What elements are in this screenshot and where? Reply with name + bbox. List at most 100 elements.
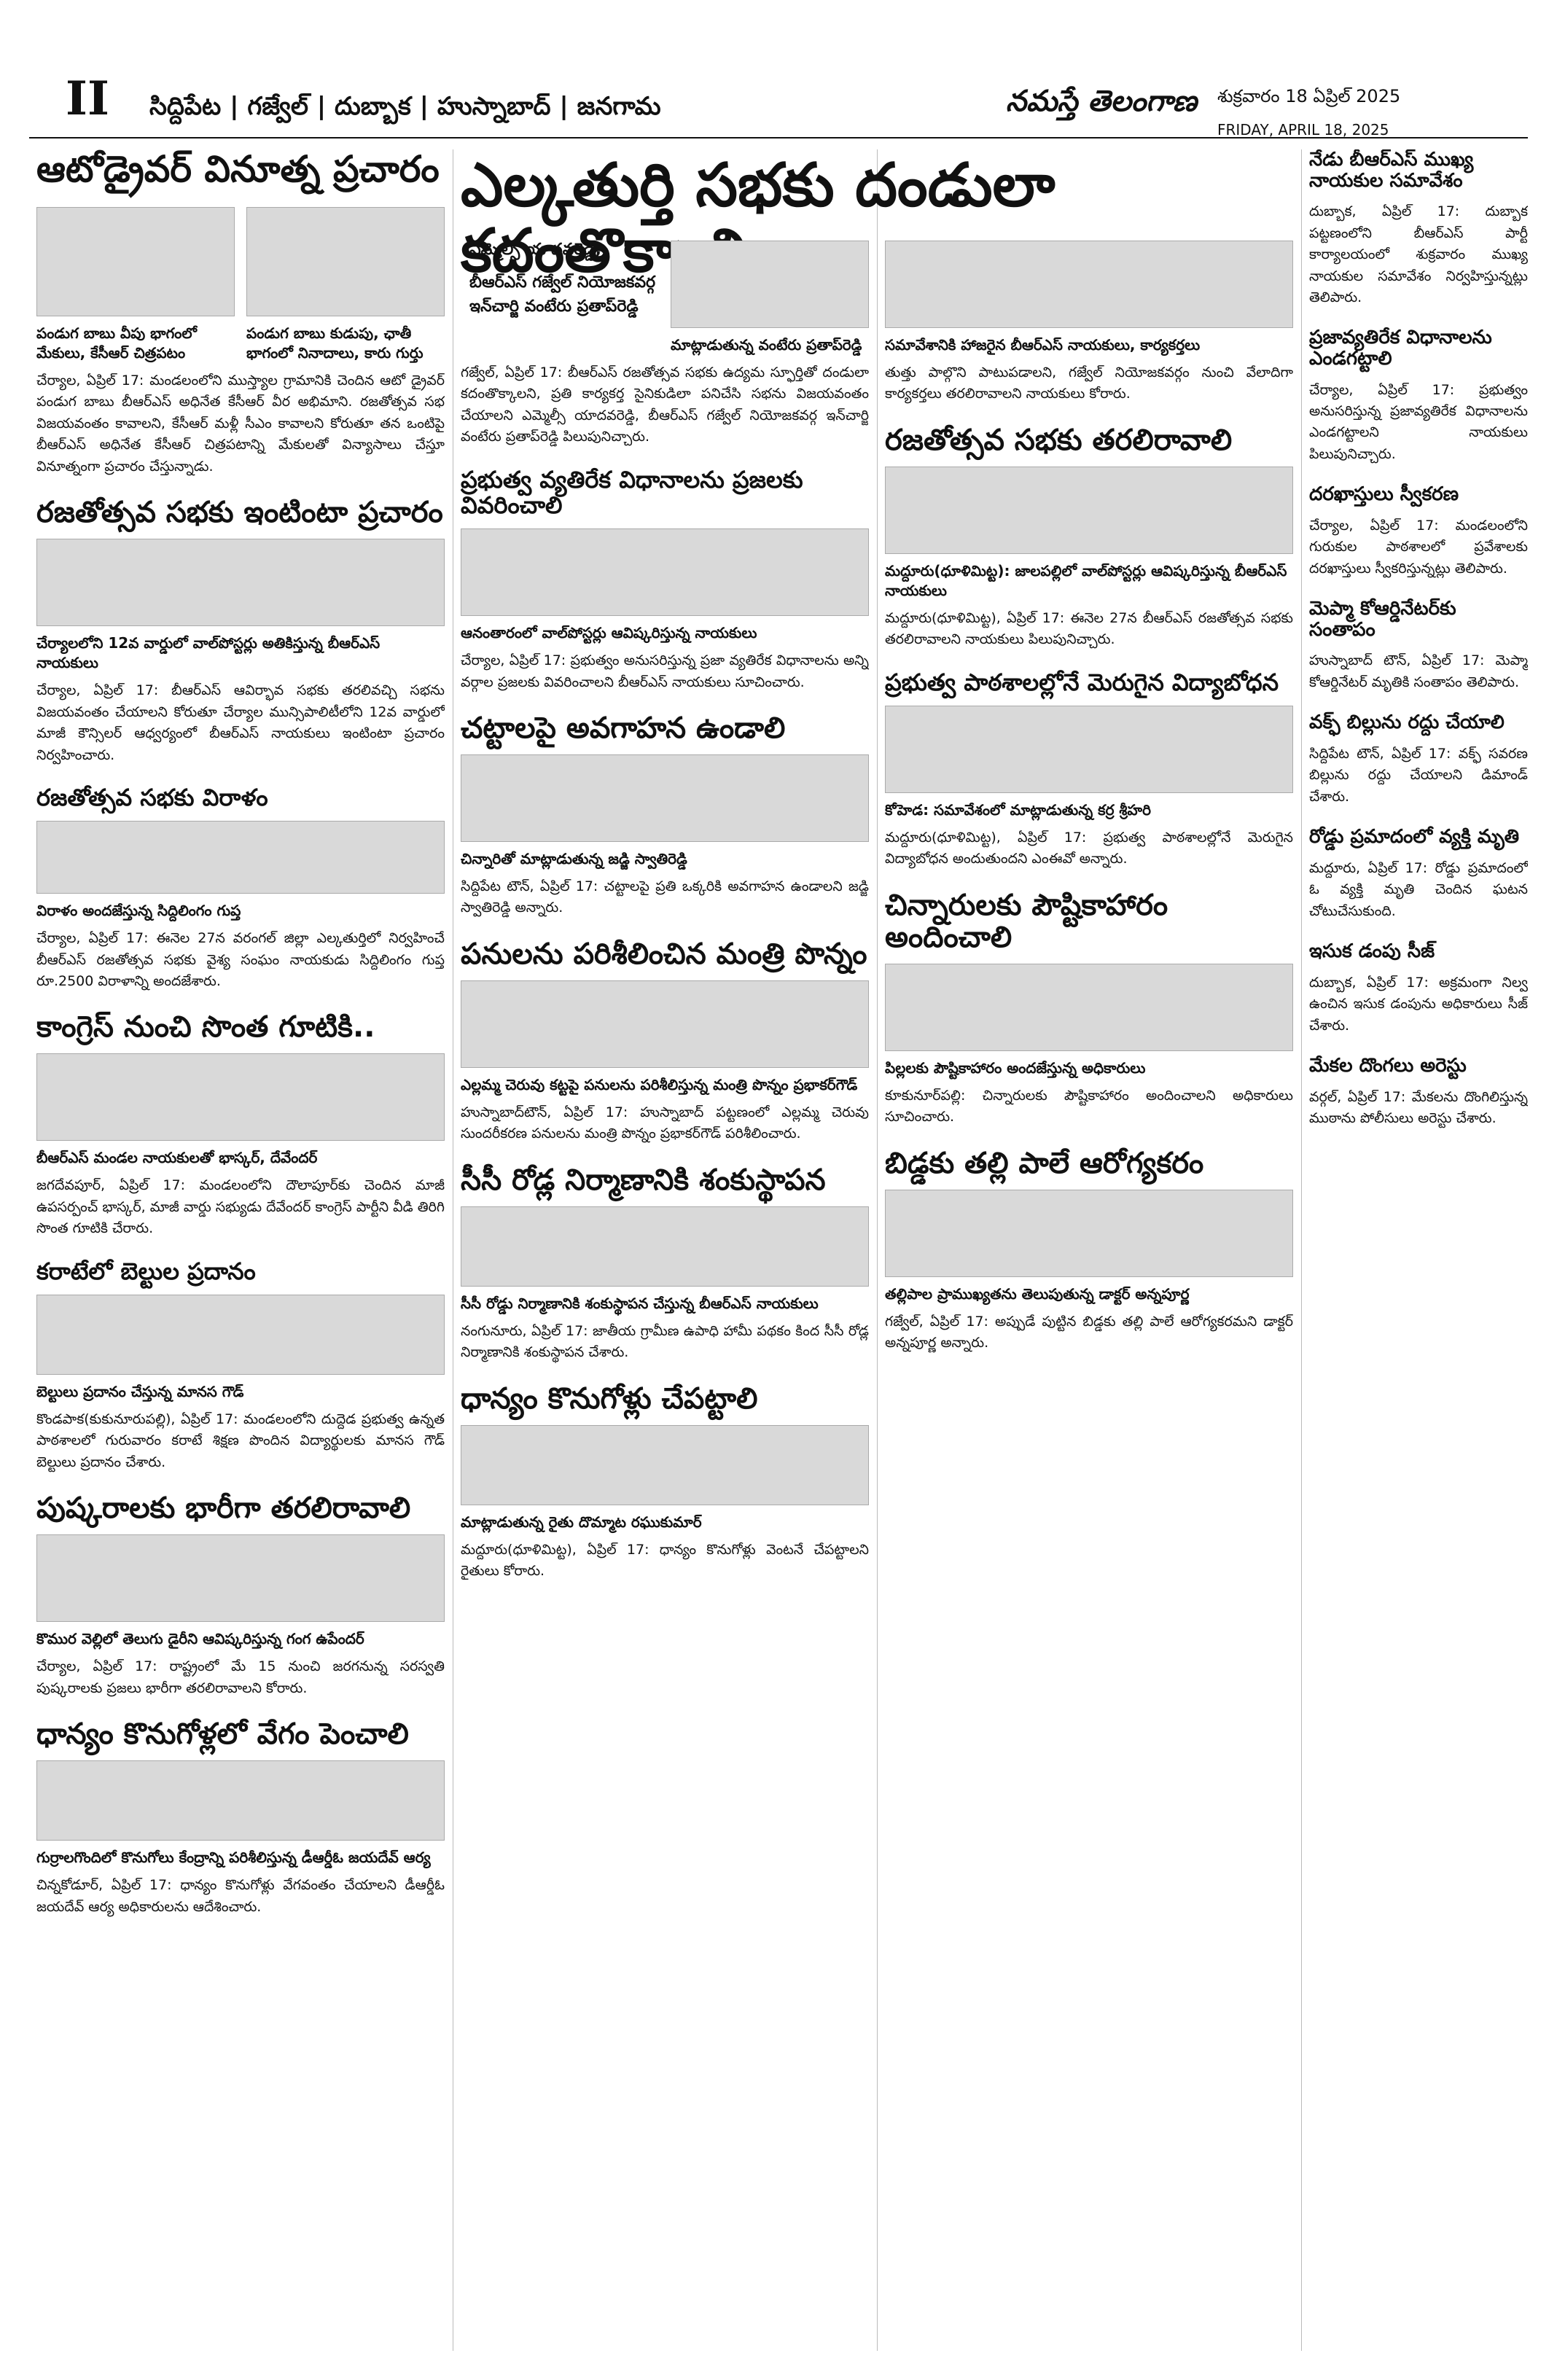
story-congress-return: కాంగ్రెస్ నుంచి సొంత గూటికి.. బీఆర్ఎస్ మ… bbox=[36, 1011, 445, 1239]
brief-body: దుబ్బాక, ఏప్రిల్ 17: అక్రమంగా నిల్వ ఉంచి… bbox=[1309, 974, 1528, 1034]
brief-applications: దరఖాస్తులు స్వీకరణ చేర్యాల, ఏప్రిల్ 17: … bbox=[1309, 484, 1528, 580]
story-body: తుత్తు పాల్గొని పాటుపడాలని, గజ్వేల్ నియో… bbox=[885, 364, 1293, 402]
brief-headline: దరఖాస్తులు స్వీకరణ bbox=[1309, 483, 1459, 506]
photo-caption: మాట్లాడుతున్న వంటేరు ప్రతాప్‌రెడ్డి bbox=[671, 336, 862, 354]
story-headline: రజతోత్సవ సభకు విరాళం bbox=[36, 783, 268, 811]
brief-headline: రోడ్డు ప్రమాదంలో వ్యక్తి మృతి bbox=[1309, 826, 1520, 848]
date-english: FRIDAY, APRIL 18, 2025 bbox=[1217, 121, 1389, 138]
brief-headline: మెప్మా కోఆర్డినేటర్‌కు సంతాపం bbox=[1309, 598, 1456, 641]
story-headline: రజతోత్సవ సభకు తరలిరావాలి bbox=[885, 423, 1233, 457]
brief-body: వర్గల్, ఏప్రిల్ 17: మేకలను దొంగిలిస్తున్… bbox=[1309, 1088, 1528, 1127]
photo-caption: పిల్లలకు పౌష్టికాహారం అందజేస్తున్న అధికా… bbox=[885, 1058, 1146, 1077]
story-headline: సీసీ రోడ్ల నిర్మాణానికి శంకుస్థాపన bbox=[461, 1163, 826, 1197]
story-body: మద్దూరు(ధూళిమిట్ట), ఏప్రిల్ 17: ప్రభుత్వ… bbox=[885, 829, 1293, 867]
news-photo bbox=[36, 1053, 445, 1142]
newspaper-brand: నమస్తే తెలంగాణ bbox=[1006, 85, 1198, 118]
photo-caption: గుర్రాలగొందిలో కొనుగోలు కేంద్రాన్ని పరిశ… bbox=[36, 1849, 431, 1867]
brief-body: చేర్యాల, ఏప్రిల్ 17: ప్రభుత్వం అనుసరిస్త… bbox=[1309, 381, 1528, 462]
story-nutrition: చిన్నారులకు పౌష్టికాహారం అందించాలి పిల్ల… bbox=[885, 889, 1293, 1128]
photo-caption: బెల్టులు ప్రదానం చేస్తున్న మానస గౌడ్ bbox=[36, 1382, 244, 1400]
brief-condolence: మెప్మా కోఆర్డినేటర్‌కు సంతాపం హుస్నాబాద్… bbox=[1309, 598, 1528, 693]
story-headline: పనులను పరిశీలించిన మంత్రి పొన్నం bbox=[461, 937, 867, 971]
story-door-to-door: రజతోత్సవ సభకు ఇంటింటా ప్రచారం చేర్యాలలోన… bbox=[36, 496, 445, 766]
story-headline: చట్టాలపై అవగాహన ఉండాలి bbox=[461, 711, 786, 745]
district-list: సిద్దిపేట | గజ్వేల్ | దుబ్బాక | హుస్నాబా… bbox=[149, 92, 661, 121]
masthead-rule bbox=[29, 137, 1528, 138]
story-headline: చిన్నారులకు పౌష్టికాహారం అందించాలి bbox=[885, 888, 1168, 954]
brief-headline: వక్ఫ్ బిల్లును రద్దు చేయాలి bbox=[1309, 711, 1505, 734]
photo-caption: ఆనంతారంలో వాల్‌పోస్టర్లు ఆవిష్కరిస్తున్న… bbox=[461, 624, 757, 642]
story-headline: కరాటేలో బెల్టుల ప్రదానం bbox=[36, 1257, 256, 1285]
story-headline: కాంగ్రెస్ నుంచి సొంత గూటికి.. bbox=[36, 1010, 375, 1045]
news-photo bbox=[36, 1760, 445, 1841]
photo-caption: చిన్నారితో మాట్లాడుతున్న జడ్జి స్వాతిరెడ… bbox=[461, 850, 687, 867]
story-body: కొండపాక(కుకునూరుపల్లి), ఏప్రిల్ 17: మండల… bbox=[36, 1411, 445, 1470]
column-2: ఎమ్మెల్సీ యాదవరెడ్డి, బీఆర్ఎస్ గజ్వేల్ న… bbox=[461, 233, 869, 2351]
photo-caption: కోహెడ: సమావేశంలో మాట్లాడుతున్న కర్ర శ్రీ… bbox=[885, 800, 1151, 819]
news-photo bbox=[671, 241, 869, 328]
story-body: చేర్యాల, ఏప్రిల్ 17: ఈనెల 27న వరంగల్ జిల… bbox=[36, 930, 445, 989]
story-body: గజ్వేల్, ఏప్రిల్ 17: బీఆర్ఎస్ రజతోత్సవ స… bbox=[461, 364, 869, 445]
story-body: చేర్యాల, ఏప్రిల్ 17: రాష్ట్రంలో మే 15 ను… bbox=[36, 1658, 445, 1696]
news-photo bbox=[461, 980, 869, 1068]
news-photo bbox=[885, 466, 1293, 554]
news-photo bbox=[885, 241, 1293, 328]
story-headline: పుష్కరాలకు భారీగా తరలిరావాలి bbox=[36, 1491, 411, 1526]
speaker-bullet: ఎమ్మెల్సీ యాదవరెడ్డి, bbox=[469, 241, 602, 259]
brief-sand-seizure: ఇసుక డంపు సీజ్ దుబ్బాక, ఏప్రిల్ 17: అక్ర… bbox=[1309, 941, 1528, 1037]
column-divider bbox=[877, 149, 878, 2351]
story-body: చిన్నకోడూర్, ఏప్రిల్ 17: ధాన్యం కొనుగోళ్… bbox=[36, 1877, 445, 1915]
brief-meeting: నేడు బీఆర్ఎస్ ముఖ్య నాయకుల సమావేశం దుబ్బ… bbox=[1309, 149, 1528, 308]
photo-caption: కొముర వెల్లిలో తెలుగు డైరీని ఆవిష్కరిస్త… bbox=[36, 1630, 364, 1648]
story-headline: ధాన్యం కొనుగోళ్లు చేపట్టాలి bbox=[461, 1381, 758, 1416]
story-anti-people-policies: ప్రభుత్వ వ్యతిరేక విధానాలను ప్రజలకు వివర… bbox=[461, 467, 869, 693]
brief-body: చేర్యాల, ఏప్రిల్ 17: మండలంలోని గురుకుల ప… bbox=[1309, 517, 1528, 577]
photo-caption: చేర్యాలలోని 12వ వార్డులో వాల్‌పోస్టర్లు … bbox=[36, 634, 381, 672]
story-body: మద్దూరు(ధూళిమిట్ట), ఏప్రిల్ 17: ఈనెల 27న… bbox=[885, 609, 1293, 648]
news-photo bbox=[36, 1534, 445, 1623]
story-body: హుస్నాబాద్‌టౌన్, ఏప్రిల్ 17: హుస్నాబాద్ … bbox=[461, 1104, 869, 1142]
speaker-bullet: బీఆర్ఎస్ గజ్వేల్ నియోజకవర్గ ఇన్‌చార్జి వ… bbox=[469, 273, 656, 316]
brief-body: దుబ్బాక, ఏప్రిల్ 17: దుబ్బాక పట్టణంలోని … bbox=[1309, 203, 1528, 305]
news-photo bbox=[461, 754, 869, 842]
story-auto-driver: ఆటోడ్రైవర్ వినూత్న ప్రచారం పండుగ బాబు వీ… bbox=[36, 149, 445, 477]
story-headline: ఆటోడ్రైవర్ వినూత్న ప్రచారం bbox=[36, 149, 440, 190]
story-cc-roads: సీసీ రోడ్ల నిర్మాణానికి శంకుస్థాపన సీసీ … bbox=[461, 1164, 869, 1364]
photo-caption: విరాళం అందజేస్తున్న సిద్దిలింగం గుప్త bbox=[36, 902, 241, 920]
photo-caption: తల్లిపాల ప్రాముఖ్యతను తెలుపుతున్న డాక్టర… bbox=[885, 1284, 1190, 1303]
brief-headline: మేకల దొంగలు అరెస్టు bbox=[1309, 1055, 1467, 1077]
column-4: నేడు బీఆర్ఎస్ ముఖ్య నాయకుల సమావేశం దుబ్బ… bbox=[1309, 149, 1528, 2351]
story-body: మద్దూరు(ధూళిమిట్ట), ఏప్రిల్ 17: ధాన్యం క… bbox=[461, 1541, 869, 1580]
story-body: చేర్యాల, ఏప్రిల్ 17: బీఆర్ఎస్ ఆవిర్భావ స… bbox=[36, 682, 445, 763]
brief-body: సిద్దిపేట టౌన్, ఏప్రిల్ 17: వక్ఫ్ సవరణ బ… bbox=[1309, 745, 1528, 805]
story-lead-meeting: సమావేశానికి హాజరైన బీఆర్ఎస్ నాయకులు, కార… bbox=[885, 241, 1293, 405]
brief-body: మద్దూరు, ఏప్రిల్ 17: రోడ్డు ప్రమాదంలో ఓ … bbox=[1309, 859, 1528, 919]
photo-caption: సీసీ రోడ్డు నిర్మాణానికి శంకుస్థాపన చేస్… bbox=[461, 1294, 819, 1312]
page-number: II bbox=[66, 71, 109, 126]
story-grain-speed: ధాన్యం కొనుగోళ్లలో వేగం పెంచాలి గుర్రాలగ… bbox=[36, 1718, 445, 1918]
column-divider bbox=[1301, 149, 1302, 2351]
news-photo bbox=[461, 1424, 869, 1505]
story-headline: ప్రభుత్వ వ్యతిరేక విధానాలను ప్రజలకు వివర… bbox=[461, 465, 803, 519]
story-headline: ప్రభుత్వ పాఠశాలల్లోనే మెరుగైన విద్యాబోధన bbox=[885, 668, 1279, 696]
story-lead: ఎమ్మెల్సీ యాదవరెడ్డి, బీఆర్ఎస్ గజ్వేల్ న… bbox=[461, 233, 869, 448]
news-photo bbox=[36, 821, 445, 894]
photo-caption: పండుగ బాబు కుడుపు, ఛాతీ భాగంలో నినాదాలు,… bbox=[246, 324, 424, 362]
news-photo bbox=[885, 705, 1293, 793]
column-3: సమావేశానికి హాజరైన బీఆర్ఎస్ నాయకులు, కార… bbox=[885, 233, 1293, 2351]
photo-caption: ఎల్లమ్మ చెరువు కట్టపై పనులను పరిశీలిస్తు… bbox=[461, 1075, 858, 1093]
brief-headline: ప్రజావ్యతిరేక విధానాలను ఎండగట్టాలి bbox=[1309, 327, 1492, 370]
story-rally-call: రజతోత్సవ సభకు తరలిరావాలి మద్దూరు(ధూళిమిట… bbox=[885, 424, 1293, 651]
news-photo bbox=[36, 539, 445, 627]
brief-body: హుస్నాబాద్ టౌన్, ఏప్రిల్ 17: మెప్మా కోఆర… bbox=[1309, 652, 1528, 690]
brief-headline: ఇసుక డంపు సీజ్ bbox=[1309, 940, 1435, 963]
brief-waqf-bill: వక్ఫ్ బిల్లును రద్దు చేయాలి సిద్దిపేట టౌ… bbox=[1309, 712, 1528, 808]
story-donation: రజతోత్సవ సభకు విరాళం విరాళం అందజేస్తున్న… bbox=[36, 783, 445, 993]
story-body: చేర్యాల, ఏప్రిల్ 17: మండలంలోని ముస్త్యాల… bbox=[36, 372, 445, 475]
story-headline: ధాన్యం కొనుగోళ్లలో వేగం పెంచాలి bbox=[36, 1717, 409, 1752]
story-pushkaralu: పుష్కరాలకు భారీగా తరలిరావాలి కొముర వెల్ల… bbox=[36, 1492, 445, 1699]
photo-caption: బీఆర్ఎస్ మండల నాయకులతో భాస్కర్, దేవేందర్ bbox=[36, 1149, 318, 1167]
story-breastfeeding: బిడ్డకు తల్లి పాలే ఆరోగ్యకరం తల్లిపాల ప్… bbox=[885, 1147, 1293, 1354]
story-minister-inspection: పనులను పరిశీలించిన మంత్రి పొన్నం ఎల్లమ్మ… bbox=[461, 938, 869, 1145]
story-law-awareness: చట్టాలపై అవగాహన ఉండాలి చిన్నారితో మాట్లా… bbox=[461, 712, 869, 919]
